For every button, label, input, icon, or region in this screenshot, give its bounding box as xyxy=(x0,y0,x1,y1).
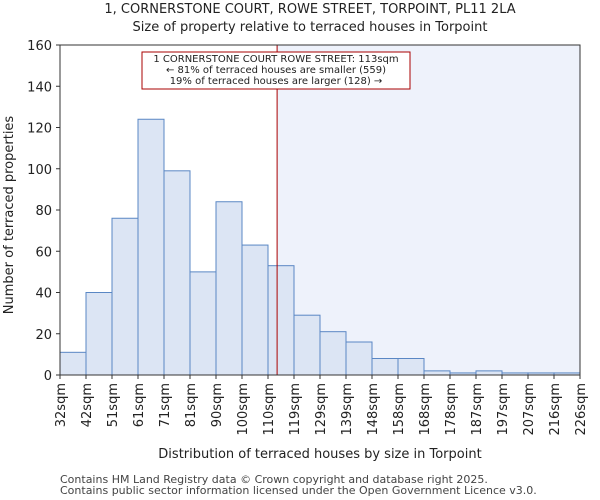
y-axis-label: Number of terraced properties xyxy=(2,116,17,315)
x-tick-label: 129sqm xyxy=(314,383,329,436)
x-tick-label: 197sqm xyxy=(496,383,511,436)
annotation-line-2: ← 81% of terraced houses are smaller (55… xyxy=(166,65,386,76)
annotation-line-1: 1 CORNERSTONE COURT ROWE STREET: 113sqm xyxy=(153,54,398,65)
annotation-box xyxy=(141,51,411,90)
y-tick-label: 40 xyxy=(35,287,52,302)
x-tick-label: 51sqm xyxy=(106,383,121,427)
footer-line-1: Contains HM Land Registry data © Crown c… xyxy=(60,473,488,486)
y-tick-label: 140 xyxy=(27,80,52,95)
x-tick-label: 61sqm xyxy=(132,383,147,427)
x-tick-label: 158sqm xyxy=(392,383,407,436)
histogram-bar xyxy=(397,358,425,376)
y-tick-label: 100 xyxy=(27,163,52,178)
y-tick-label: 120 xyxy=(27,122,52,137)
histogram-bar xyxy=(475,370,503,376)
histogram-bar xyxy=(111,217,139,376)
histogram-bar xyxy=(267,265,295,376)
histogram-bar xyxy=(189,271,217,376)
x-tick-label: 90sqm xyxy=(210,383,225,427)
x-tick-label: 42sqm xyxy=(80,383,95,427)
histogram-bar xyxy=(345,341,373,376)
histogram-bar xyxy=(319,331,347,376)
x-tick-label: 187sqm xyxy=(470,383,485,436)
histogram-bar xyxy=(137,118,165,376)
y-tick-label: 160 xyxy=(27,39,52,54)
y-tick-label: 60 xyxy=(35,245,52,260)
histogram-bar xyxy=(163,170,191,376)
histogram-bar xyxy=(241,244,269,376)
y-tick-label: 0 xyxy=(44,369,52,384)
x-tick-label: 148sqm xyxy=(366,383,381,436)
x-axis-label: Distribution of terraced houses by size … xyxy=(158,447,481,462)
x-tick-label: 168sqm xyxy=(418,383,433,436)
histogram-bar xyxy=(85,292,113,376)
histogram-bar xyxy=(423,370,451,376)
x-tick-label: 81sqm xyxy=(184,383,199,427)
x-tick-label: 207sqm xyxy=(522,383,537,436)
chart-title: 1, CORNERSTONE COURT, ROWE STREET, TORPO… xyxy=(104,2,515,17)
histogram-bar xyxy=(293,314,321,376)
footer-line-2: Contains public sector information licen… xyxy=(60,484,537,497)
histogram-bar xyxy=(215,201,243,376)
property-annotation: 1 CORNERSTONE COURT ROWE STREET: 113sqm … xyxy=(141,51,411,90)
histogram-bar xyxy=(59,351,87,376)
annotation-line-3: 19% of terraced houses are larger (128) … xyxy=(170,76,383,87)
y-tick-label: 80 xyxy=(35,204,52,219)
histogram-bar xyxy=(371,358,399,376)
x-tick-label: 226sqm xyxy=(574,383,589,436)
x-tick-label: 110sqm xyxy=(262,383,277,436)
x-tick-label: 32sqm xyxy=(54,383,69,427)
histogram-chart: 1, CORNERSTONE COURT, ROWE STREET, TORPO… xyxy=(2,2,589,462)
x-tick-label: 178sqm xyxy=(444,383,459,436)
x-tick-label: 139sqm xyxy=(340,383,355,436)
x-tick-label: 119sqm xyxy=(288,383,303,436)
y-tick-label: 20 xyxy=(35,328,52,343)
x-tick-label: 100sqm xyxy=(236,383,251,436)
x-tick-label: 216sqm xyxy=(548,383,563,436)
larger-properties-region xyxy=(277,45,580,375)
chart-subtitle: Size of property relative to terraced ho… xyxy=(133,20,488,35)
x-tick-label: 71sqm xyxy=(158,383,173,427)
